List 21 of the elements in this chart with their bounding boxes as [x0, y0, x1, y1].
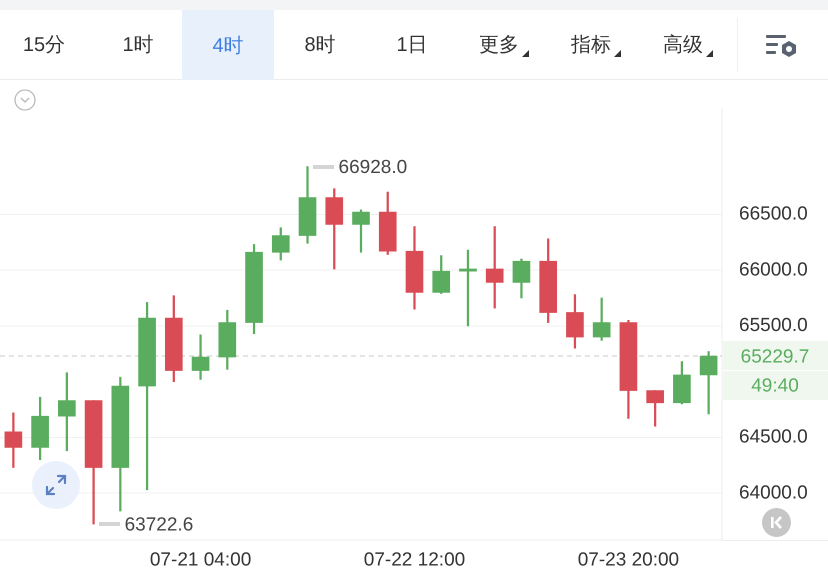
- x-tick-label: 07-22 12:00: [364, 550, 466, 571]
- y-tick-label: 64500.0: [739, 426, 808, 448]
- text: 15分: [22, 33, 66, 58]
- x-tick-label: 07-21 04:00: [150, 550, 252, 571]
- y-tick-label: 66000.0: [739, 259, 808, 280]
- candlestick: [486, 226, 504, 308]
- y-tick-label: 64000.0: [739, 482, 808, 504]
- annotation: 66928.0: [338, 156, 408, 178]
- selected-tab[interactable]: 4时: [182, 10, 274, 80]
- x-tick-label: 07-23 20:00: [578, 550, 680, 571]
- ref-line-label: 65229.7: [740, 346, 810, 368]
- text: 1日: [396, 33, 428, 58]
- text: 8时: [304, 33, 336, 58]
- text: 高级: [663, 33, 703, 58]
- text: 49:40: [751, 375, 799, 396]
- annotation: 63722.6: [124, 514, 194, 536]
- text: 指标: [571, 33, 611, 58]
- text: 更多: [479, 33, 519, 58]
- y-tick-label: 66500.0: [739, 204, 808, 225]
- text: 1时: [122, 33, 154, 58]
- y-tick-label: 65500.0: [739, 315, 808, 336]
